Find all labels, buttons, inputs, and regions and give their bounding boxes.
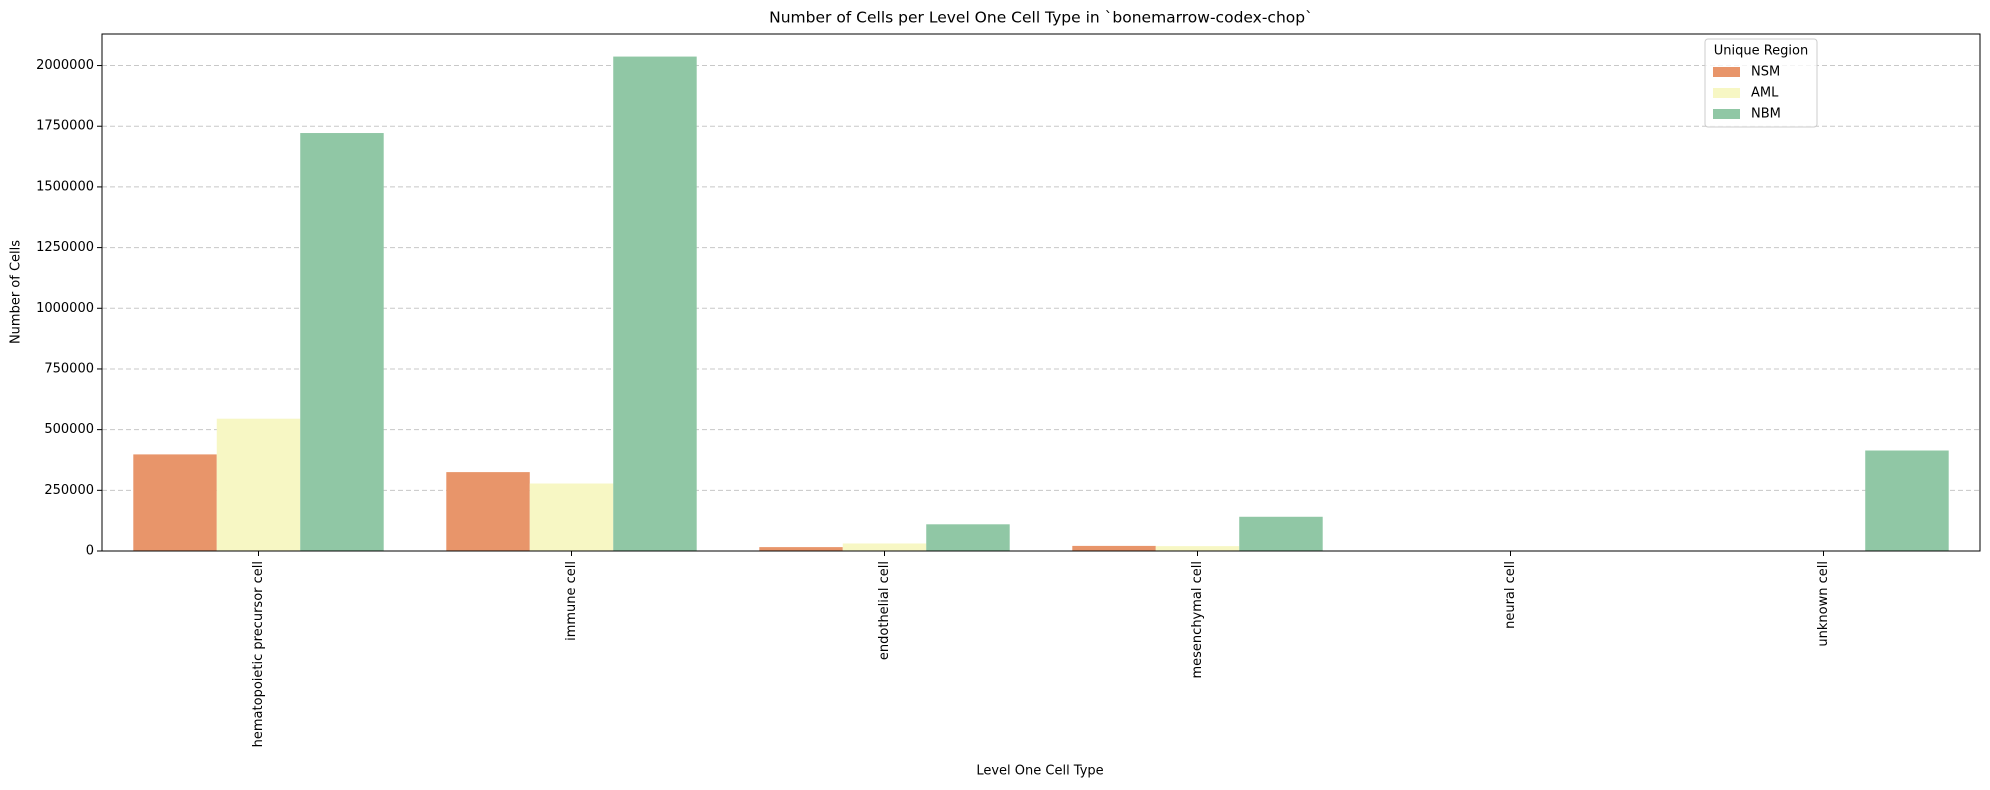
x-tick-label: immune cell — [564, 561, 579, 641]
bar — [1155, 546, 1240, 551]
y-tick-label: 2000000 — [36, 58, 94, 73]
y-tick-label: 1500000 — [36, 179, 94, 194]
x-tick-label: unknown cell — [1816, 561, 1831, 647]
y-tick-label: 500000 — [44, 422, 94, 437]
y-tick-label: 750000 — [44, 361, 94, 376]
bar — [759, 547, 843, 551]
bar — [300, 133, 384, 551]
plot-frame — [101, 33, 1981, 552]
bar — [1072, 545, 1156, 551]
x-tick-label: hematopoietic precursor cell — [251, 561, 266, 747]
y-tick-label: 0 — [86, 544, 94, 559]
chart-title: Number of Cells per Level One Cell Type … — [769, 9, 1313, 27]
bar — [446, 472, 530, 551]
bar — [926, 524, 1010, 551]
legend-box — [1704, 38, 1818, 128]
legend-label: NBM — [1751, 107, 1781, 122]
legend-swatch — [1713, 109, 1740, 119]
legend-swatch — [1713, 67, 1740, 77]
legend-title: Unique Region — [1714, 44, 1809, 59]
legend: Unique Region NSM AML NBM — [1704, 38, 1818, 128]
y-tick-label: 1000000 — [36, 301, 94, 316]
x-tick-label: endothelial cell — [877, 561, 892, 660]
legend-swatch — [1713, 88, 1740, 98]
bar — [1865, 450, 1949, 551]
y-tick-label: 250000 — [44, 483, 94, 498]
y-tick-label: 1250000 — [36, 240, 94, 255]
bar — [529, 483, 614, 551]
bar — [133, 454, 217, 551]
x-tick-label: mesenchymal cell — [1190, 561, 1205, 679]
legend-label: NSM — [1751, 65, 1780, 80]
bar — [216, 418, 301, 551]
bar — [1239, 516, 1323, 551]
x-axis-title: Level One Cell Type — [976, 764, 1103, 779]
bar — [613, 56, 697, 551]
x-tick-label: neural cell — [1503, 561, 1518, 629]
y-tick-label: 1750000 — [36, 119, 94, 134]
legend-label: AML — [1751, 86, 1779, 101]
bar — [842, 543, 927, 551]
y-axis-title: Number of Cells — [9, 240, 24, 344]
